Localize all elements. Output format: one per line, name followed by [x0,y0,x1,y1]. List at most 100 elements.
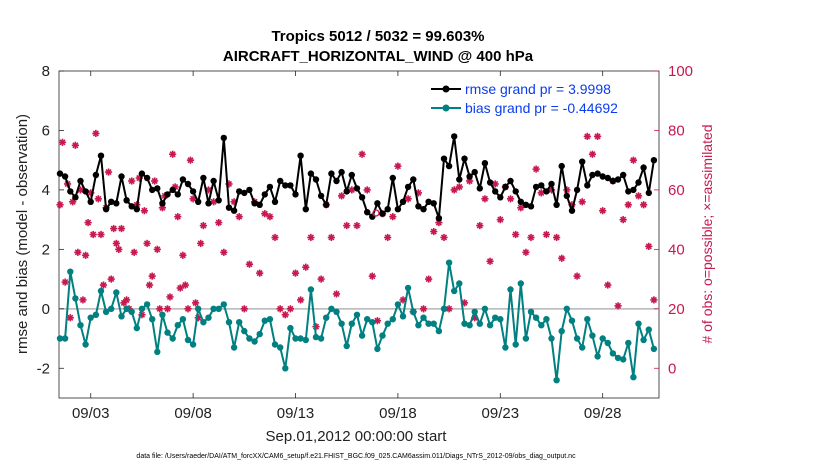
obs-marker-stroke [358,151,366,158]
bias-point [56,335,64,342]
rmse-point [292,191,299,198]
rmse-point [625,188,632,195]
obs-marker-stroke [614,302,622,309]
rmse-point [630,186,637,194]
obs-assimilated-marker [74,248,82,256]
obs-assimilated-marker [619,216,627,224]
obs-assimilated-marker [634,192,643,200]
obs-assimilated-marker [496,216,504,224]
obs-marker-stroke [115,246,122,253]
obs-marker-stroke [108,276,115,283]
obs-marker-stroke [128,177,135,185]
rmse-point [415,203,422,210]
bias-point [87,314,94,321]
obs-marker-stroke [151,177,158,185]
rmse-point [277,177,284,185]
rmse-point [210,177,217,185]
obs-assimilated-marker [476,221,484,230]
obs-assimilated-marker [66,314,74,322]
bias-point [97,287,105,295]
obs-marker-stroke [179,252,186,259]
bias-point [507,286,514,293]
obs-marker-stroke [82,252,89,259]
obs-marker-stroke [604,281,611,289]
obs-assimilated-marker [256,269,264,277]
obs-marker-stroke [282,311,289,318]
obs-assimilated-marker [337,192,346,200]
obs-marker-stroke [440,234,448,241]
obs-marker-stroke [105,168,112,176]
rmse-point [138,170,146,177]
obs-assimilated-marker [58,138,67,146]
y2-axis-label: # of obs: o=possible; ×=assimilated [699,124,715,343]
y2-tick-label: 20 [668,301,685,318]
obs-marker-stroke [230,198,238,205]
obs-assimilated-marker [179,251,187,259]
obs-assimilated-marker [286,305,294,313]
bias-point [266,316,274,323]
rmse-point [635,179,642,186]
obs-assimilated-marker [588,150,597,158]
obs-assimilated-marker [650,296,658,304]
bias-point [430,320,437,327]
ticks-layer: 09/03 09/08 09/13 09/18 09/23 09/28-202468020… [37,63,693,422]
bias-point [445,259,453,266]
rmse-point [143,174,151,182]
obs-marker-stroke [72,142,79,149]
rmse-point [333,177,340,185]
bias-point [527,308,535,315]
bias-point [650,345,658,353]
obs-assimilated-marker [140,207,148,215]
rmse-point [379,210,386,217]
bias-point [374,345,381,353]
bias-point [225,319,233,326]
bias-point [573,335,581,342]
rmse-point [164,191,171,198]
obs-marker-stroke [210,198,217,205]
obs-assimilated-marker [197,239,205,248]
obs-assimilated-marker [245,260,254,268]
rmse-point [236,188,243,195]
obs-marker-stroke [466,177,473,185]
obs-assimilated-marker [373,317,382,325]
bias-point [92,311,100,318]
obs-assimilated-marker [419,305,428,313]
rmse-point [364,209,371,216]
obs-marker-stroke [620,216,627,223]
obs-assimilated-marker [358,150,366,158]
bias-point [630,374,637,381]
legend-bias-label: bias grand pr = -0.44692 [465,100,618,116]
obs-assimilated-marker [276,305,284,313]
rmse-point [522,201,530,208]
obs-assimilated-marker [92,129,100,138]
rmse-point [430,200,437,207]
obs-marker-stroke [425,276,432,283]
rmse-point [154,185,161,192]
bias-point [568,317,576,324]
legend-rmse-label: rmse grand pr = 3.9998 [465,81,611,97]
obs-marker-stroke [192,299,199,306]
obs-marker-stroke [497,216,504,223]
rmse-point [527,203,535,210]
rmse-point [82,188,89,195]
y2-tick-label: 80 [668,122,685,139]
bias-point [277,344,284,351]
rmse-point [133,206,140,213]
rmse-point [271,198,279,205]
obs-assimilated-marker [71,141,79,149]
obs-marker-stroke [74,249,81,256]
obs-marker-stroke [266,213,274,220]
rmse-point [579,158,586,165]
bias-point [461,320,468,327]
bias-point [189,341,197,348]
rmse-point [302,206,309,213]
obs-marker-stroke [307,234,314,241]
obs-marker-stroke [353,222,361,229]
obs-marker-stroke [399,296,407,303]
obs-marker-stroke [584,133,591,140]
obs-assimilated-marker [110,224,118,233]
obs-assimilated-marker [199,221,207,230]
rmse-point [159,200,166,207]
rmse-point [92,171,100,179]
obs-marker-stroke [558,255,565,262]
